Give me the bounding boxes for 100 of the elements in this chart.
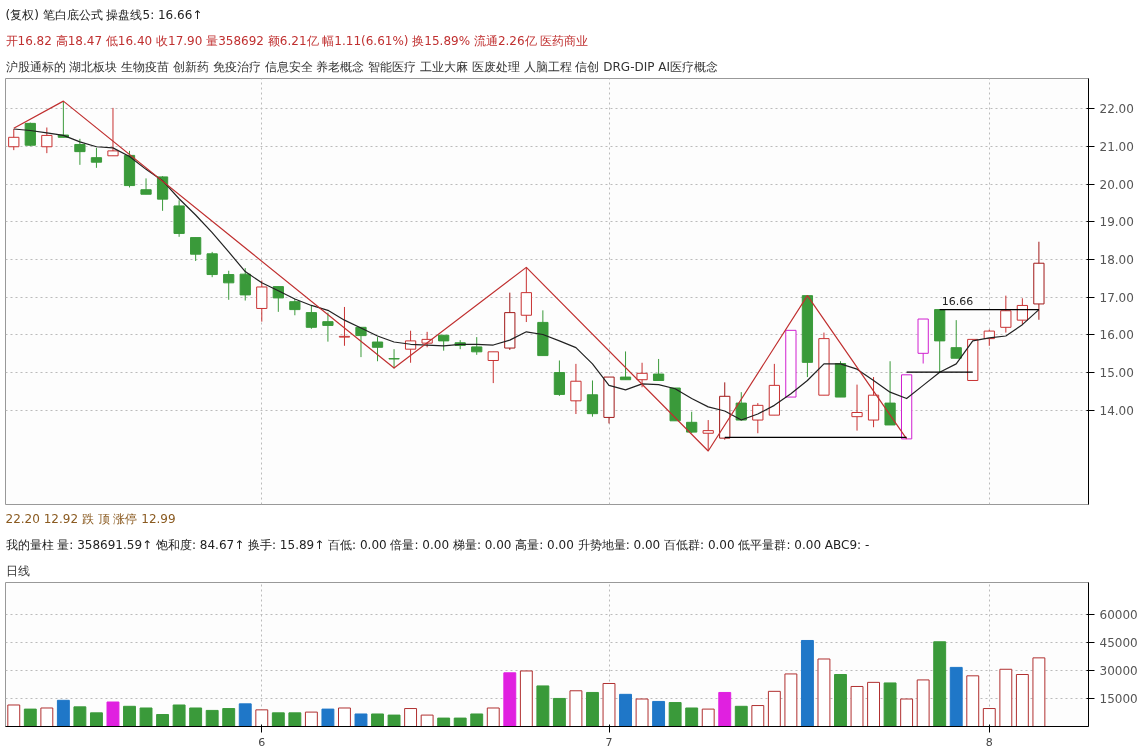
- bar: [619, 693, 632, 727]
- bar: [437, 717, 451, 727]
- bar: [817, 658, 831, 727]
- bar: [569, 690, 583, 727]
- bar: [900, 698, 914, 727]
- line-series: [13, 100, 908, 452]
- candlestick: [90, 147, 103, 169]
- y-tick-label: 15.00: [1099, 366, 1134, 381]
- bar: [767, 690, 781, 727]
- candlestick: [586, 379, 599, 418]
- bar: [916, 679, 930, 727]
- bar: [536, 685, 550, 727]
- bar: [106, 701, 120, 727]
- bar: [933, 641, 947, 727]
- y-tick-label: 30000: [1099, 663, 1138, 678]
- bar: [387, 714, 401, 727]
- y-tick-label: 19.00: [1099, 215, 1134, 230]
- bar: [883, 682, 897, 727]
- bar: [139, 707, 153, 727]
- bar: [371, 713, 384, 727]
- candlestick: [140, 177, 152, 195]
- y-tick-label: 14.00: [1099, 403, 1134, 418]
- bar: [470, 713, 484, 727]
- candlestick: [239, 267, 251, 302]
- bar: [602, 682, 616, 727]
- candlestick: [520, 266, 532, 323]
- bar: [56, 699, 70, 727]
- bar: [321, 708, 335, 727]
- bar: [966, 675, 980, 727]
- bar: [420, 714, 434, 727]
- candlestick: [355, 326, 367, 358]
- y-tick-label: 60000: [1099, 607, 1138, 622]
- candlestick: [107, 107, 119, 157]
- bar: [552, 697, 566, 727]
- bar: [751, 705, 765, 727]
- y-tick-label: 15000: [1099, 691, 1138, 706]
- chart-title: 我的量柱 量: 358691.59↑ 饱和度: 84.67↑ 换手: 15.89↑ 百低: 0.00 倍量: 0.00 梯量: 0.00 高量: 0.00 升势地量: 0.00 百低群: 0.00 低平量群: 0.00 ABC9: -: [5, 537, 870, 552]
- candlestick: [950, 319, 962, 359]
- annotation: 16.66: [941, 294, 974, 308]
- bar: [222, 708, 236, 727]
- candlestick: [41, 127, 53, 154]
- y-tick-label: 16.00: [1099, 328, 1134, 343]
- bar: [1032, 657, 1046, 727]
- chart-subtitle: 开16.82 高18.47 低16.40 收17.90 量358692 额6.21亿 幅1.11(6.61%) 换15.89% 流通2.26亿 医药商业: [5, 33, 589, 48]
- bar: [205, 709, 219, 727]
- bar: [734, 705, 748, 727]
- bar: [156, 714, 170, 727]
- candlestick: [884, 360, 896, 426]
- y-tick-label: 17.00: [1099, 290, 1134, 305]
- bar: [354, 713, 368, 727]
- candlestick: [190, 237, 202, 262]
- bar: [123, 705, 136, 727]
- bar: [453, 717, 467, 727]
- candlestick: [156, 175, 169, 212]
- candlestick: [74, 138, 86, 166]
- candlestick: [1000, 295, 1012, 334]
- bar: [7, 704, 21, 727]
- bar: [668, 702, 682, 727]
- bar: [338, 707, 351, 727]
- bar: [255, 709, 269, 727]
- x-tick-label: 6: [258, 735, 266, 749]
- bar: [503, 672, 517, 727]
- candlestick: [487, 351, 499, 384]
- bar: [486, 707, 500, 727]
- candlestick: [322, 312, 334, 343]
- bar: [519, 670, 533, 727]
- candlestick: [636, 362, 648, 388]
- x-tick-label: 7: [605, 735, 613, 749]
- y-tick-label: 21.00: [1099, 139, 1134, 154]
- bar: [40, 707, 54, 727]
- bar: [718, 691, 732, 727]
- candlestick: [851, 384, 863, 432]
- text: 日线: [5, 563, 30, 578]
- candlestick: [570, 363, 582, 415]
- bar: [1015, 674, 1029, 727]
- candlestick: [1016, 297, 1028, 326]
- bar: [73, 706, 87, 727]
- bar: [701, 708, 715, 727]
- bar: [172, 704, 186, 727]
- y-tick-label: 22.00: [1099, 102, 1134, 117]
- bar: [238, 703, 252, 727]
- candlestick: [619, 350, 632, 381]
- bar: [867, 681, 881, 727]
- bar: [999, 668, 1013, 727]
- bar: [586, 691, 599, 727]
- candlestick: [388, 348, 400, 369]
- x-tick-label: 8: [985, 735, 993, 749]
- bar: [982, 708, 996, 727]
- line-series: [13, 128, 1040, 421]
- candlestick: [735, 391, 747, 421]
- candlestick: [8, 128, 20, 151]
- bar: [288, 712, 302, 727]
- chart-title: (复权) 笔白底公式 操盘线5: 16.66↑: [5, 7, 203, 22]
- y-tick-label: 20.00: [1099, 177, 1134, 192]
- candlestick: [752, 402, 764, 434]
- y-tick-label: 18.00: [1099, 252, 1134, 267]
- candlestick: [305, 304, 318, 330]
- text: 22.20 12.92 跌 顶 涨停 12.99: [5, 511, 176, 526]
- bar: [784, 673, 798, 727]
- bar: [850, 685, 864, 727]
